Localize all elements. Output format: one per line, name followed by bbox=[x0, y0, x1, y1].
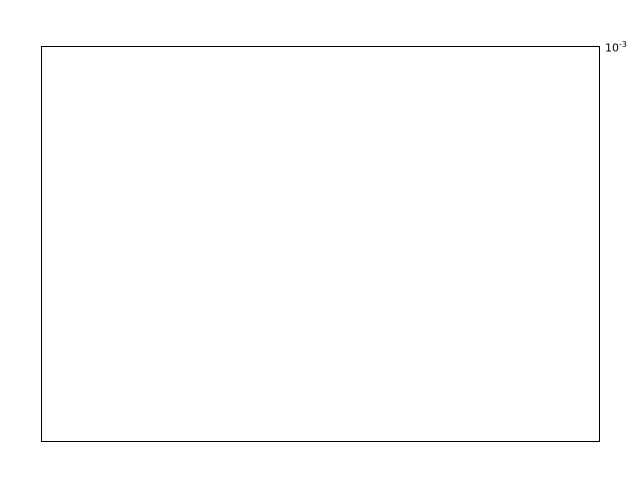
plot-svg bbox=[42, 47, 599, 441]
plot-area bbox=[41, 46, 600, 442]
y-axis-top-label-right: 10-3 bbox=[605, 40, 627, 55]
